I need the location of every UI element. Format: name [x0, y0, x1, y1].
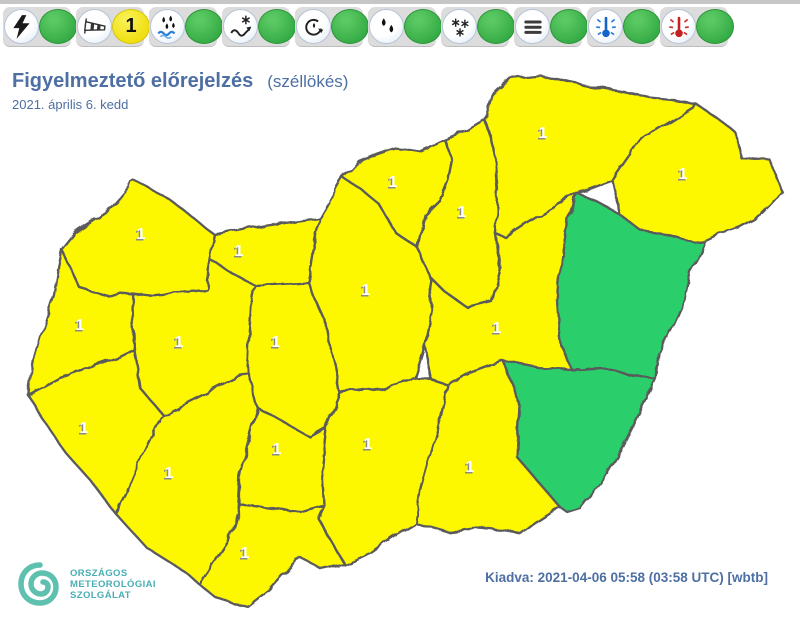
status-badge — [623, 9, 661, 44]
label-shadow: 1 — [78, 422, 87, 439]
issued-timestamp: Kiadva: 2021-04-06 05:58 (03:58 UTC) [wb… — [485, 570, 768, 585]
county-label: 1 — [466, 459, 475, 476]
logo-line-2: METEOROLÓGIAI — [70, 578, 156, 590]
label-shadow: 1 — [491, 322, 500, 339]
title-block: Figyelmeztető előrejelzés (széllökés) 202… — [12, 70, 348, 112]
rain-icon — [369, 9, 404, 44]
heavy-rain-icon — [150, 9, 185, 44]
county-label: 1 — [364, 436, 373, 453]
label-shadow: 1 — [360, 284, 369, 301]
snowdrift-icon — [223, 9, 258, 44]
label-shadow: 1 — [677, 168, 686, 185]
thunderstorm-icon — [4, 9, 39, 44]
logo-line-1: ORSZÁGOS — [70, 567, 128, 579]
omsz-logo-text: ORSZÁGOS METEOROLÓGIAI SZOLGÁLAT — [70, 568, 156, 601]
label-shadow: 1 — [362, 438, 371, 455]
snow-icon — [442, 9, 477, 44]
freezing-rain-icon — [296, 9, 331, 44]
county-label: 1 — [273, 441, 282, 458]
status-badge — [185, 9, 223, 44]
status-badge — [39, 9, 77, 44]
label-shadow: 1 — [456, 206, 465, 223]
extreme-cold-icon — [588, 9, 623, 44]
wind-gust-icon — [77, 9, 112, 44]
toolbar-item-fog[interactable] — [514, 7, 588, 47]
warning-type-toolbar: 1 — [3, 7, 734, 47]
label-shadow: 1 — [239, 547, 248, 564]
page-title-qualifier: (széllökés) — [267, 72, 349, 91]
county-label: 1 — [137, 226, 146, 243]
status-badge — [404, 9, 442, 44]
extreme-heat-icon — [661, 9, 696, 44]
toolbar-item-heavy-rain[interactable] — [149, 7, 223, 47]
top-strip — [0, 0, 800, 4]
county-label: 1 — [493, 320, 502, 337]
status-badge — [258, 9, 296, 44]
county-hajdu-bihar[interactable] — [555, 191, 707, 380]
omsz-logo[interactable]: ORSZÁGOS METEOROLÓGIAI SZOLGÁLAT — [16, 560, 156, 608]
label-shadow: 1 — [173, 336, 182, 353]
county-label: 1 — [272, 334, 281, 351]
warning-level-labels: 1 1 1 1 1 1 1 1 1 1 1 1 1 1 1 1 1 1 1 1 … — [74, 125, 688, 564]
county-szabolcs-szatmar-bereg[interactable] — [610, 103, 784, 244]
page-title: Figyelmeztető előrejelzés — [12, 70, 254, 92]
label-shadow: 1 — [464, 461, 473, 478]
label-shadow: 1 — [271, 443, 280, 460]
toolbar-item-thunderstorm[interactable] — [3, 7, 77, 47]
toolbar-item-extreme-heat[interactable] — [660, 7, 734, 47]
label-shadow: 1 — [163, 467, 172, 484]
toolbar-item-rain[interactable] — [368, 7, 442, 47]
county-label: 1 — [241, 545, 250, 562]
county-label: 1 — [80, 420, 89, 437]
label-shadow: 1 — [135, 228, 144, 245]
toolbar-item-snow[interactable] — [441, 7, 515, 47]
omsz-spiral-icon — [18, 562, 59, 606]
toolbar-item-snowdrift[interactable] — [222, 7, 296, 47]
county-label: 1 — [76, 317, 85, 334]
county-label: 1 — [235, 243, 244, 260]
toolbar-item-wind-gust[interactable]: 1 — [76, 7, 150, 47]
status-badge — [477, 9, 515, 44]
status-badge — [696, 9, 734, 44]
label-shadow: 1 — [233, 245, 242, 262]
county-label: 1 — [165, 465, 174, 482]
label-shadow: 1 — [74, 319, 83, 336]
county-baranya[interactable] — [198, 503, 347, 609]
label-shadow: 1 — [270, 336, 279, 353]
label-shadow: 1 — [387, 176, 396, 193]
fog-icon — [515, 9, 550, 44]
county-label: 1 — [539, 125, 548, 142]
county-label: 1 — [458, 204, 467, 221]
logo-line-3: SZOLGÁLAT — [70, 589, 131, 601]
label-shadow: 1 — [537, 127, 546, 144]
county-label: 1 — [362, 282, 371, 299]
toolbar-item-extreme-cold[interactable] — [587, 7, 661, 47]
forecast-date: 2021. április 6. kedd — [12, 97, 129, 112]
county-label: 1 — [175, 334, 184, 351]
county-label: 1 — [389, 174, 398, 191]
county-label: 1 — [679, 166, 688, 183]
